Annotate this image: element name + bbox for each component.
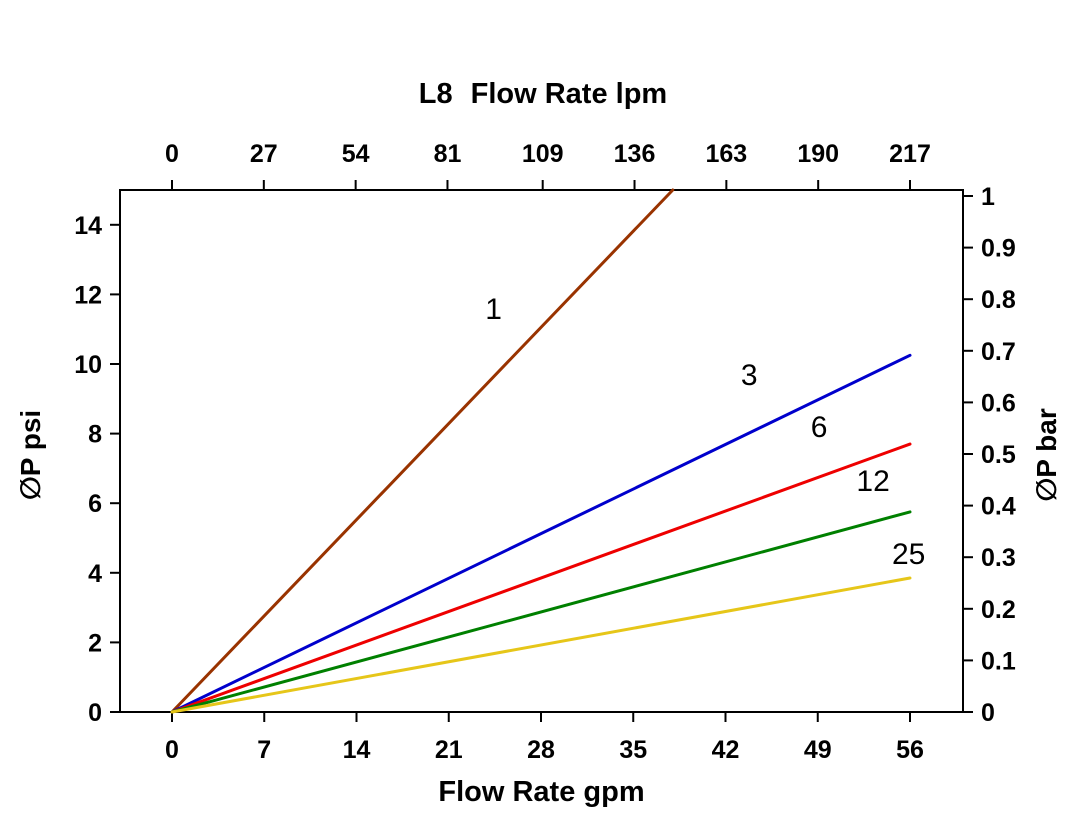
x-bottom-tick-label: 21	[435, 736, 463, 764]
x-bottom-tick-label: 28	[527, 736, 555, 764]
series-label-12: 12	[856, 465, 889, 498]
x-bottom-tick-label: 7	[257, 736, 271, 764]
x-top-tick-label: 217	[889, 140, 931, 168]
y-left-tick-label: 2	[88, 629, 102, 657]
x-top-tick-label: 136	[614, 140, 656, 168]
y-left-tick-label: 6	[88, 490, 102, 518]
y-right-tick-label: 0.9	[981, 235, 1016, 263]
x-bottom-tick-label: 14	[343, 736, 371, 764]
series-line-12	[170, 510, 912, 714]
chart-title-prefix: L8	[418, 78, 453, 110]
y-right-tick-label: 0.1	[981, 647, 1016, 675]
y-left-tick-label: 10	[74, 351, 102, 379]
y-right-tick-label: 0.4	[981, 493, 1016, 521]
y-right-tick-label: 0.3	[981, 544, 1016, 572]
y-right-tick-label: 1	[981, 183, 995, 211]
series-line-1	[170, 188, 675, 714]
x-bottom-tick-label: 0	[165, 736, 179, 764]
x-top-tick-label: 0	[165, 140, 179, 168]
chart-title: L8 Flow Rate lpm	[0, 78, 1086, 111]
x-top-tick-label: 109	[522, 140, 564, 168]
y-right-tick-label: 0	[981, 699, 995, 727]
y-right-tick-label: 0.5	[981, 441, 1016, 469]
series-line-6	[170, 442, 912, 714]
x-top-tick-label: 81	[434, 140, 462, 168]
x-top-tick-label: 54	[342, 140, 370, 168]
y-left-tick-label: 8	[88, 421, 102, 449]
y-right-tick-label: 0.6	[981, 389, 1016, 417]
series-label-6: 6	[811, 411, 828, 444]
y-right-tick-label: 0.2	[981, 596, 1016, 624]
series-line-25	[170, 576, 912, 714]
series-line-3	[170, 353, 912, 714]
x-bottom-tick-label: 49	[804, 736, 832, 764]
x-bottom-tick-label: 56	[896, 736, 924, 764]
x-top-tick-label: 163	[705, 140, 747, 168]
x-top-tick-label: 190	[797, 140, 839, 168]
y-left-tick-label: 0	[88, 699, 102, 727]
x-top-tick-label: 27	[250, 140, 278, 168]
x-bottom-axis-label: Flow Rate gpm	[438, 776, 645, 808]
x-bottom-tick-label: 35	[619, 736, 647, 764]
y-left-tick-label: 14	[74, 212, 102, 240]
top-axis-title: Flow Rate lpm	[470, 78, 668, 110]
series-label-1: 1	[485, 293, 502, 326]
series-label-25: 25	[892, 538, 925, 571]
y-right-tick-label: 0.8	[981, 286, 1016, 314]
y-left-tick-label: 4	[88, 560, 102, 588]
y-left-tick-label: 12	[74, 281, 102, 309]
x-bottom-tick-label: 42	[712, 736, 740, 764]
y-right-tick-label: 0.7	[981, 338, 1016, 366]
series-label-3: 3	[741, 359, 758, 392]
